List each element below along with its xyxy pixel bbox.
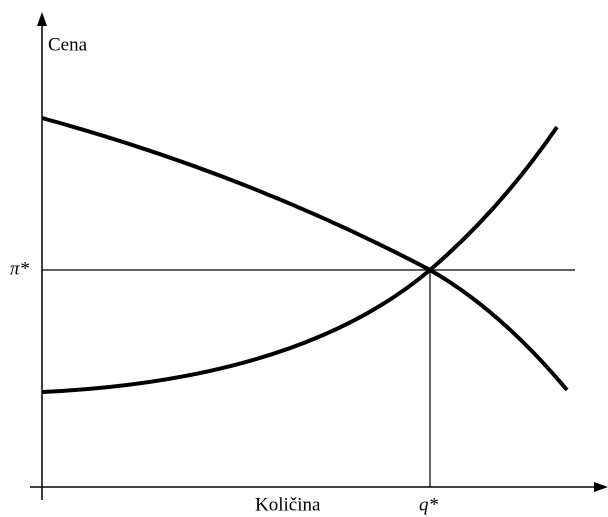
quantity-label: q* [419, 494, 439, 515]
price-label: π* [10, 258, 30, 279]
supply-curve [41, 125, 559, 394]
x-axis-label: Količina [255, 494, 321, 515]
y-axis-label: Cena [48, 34, 88, 55]
x-axis-arrow [594, 482, 608, 492]
y-axis-arrow [37, 12, 47, 26]
demand-curve [41, 116, 569, 392]
